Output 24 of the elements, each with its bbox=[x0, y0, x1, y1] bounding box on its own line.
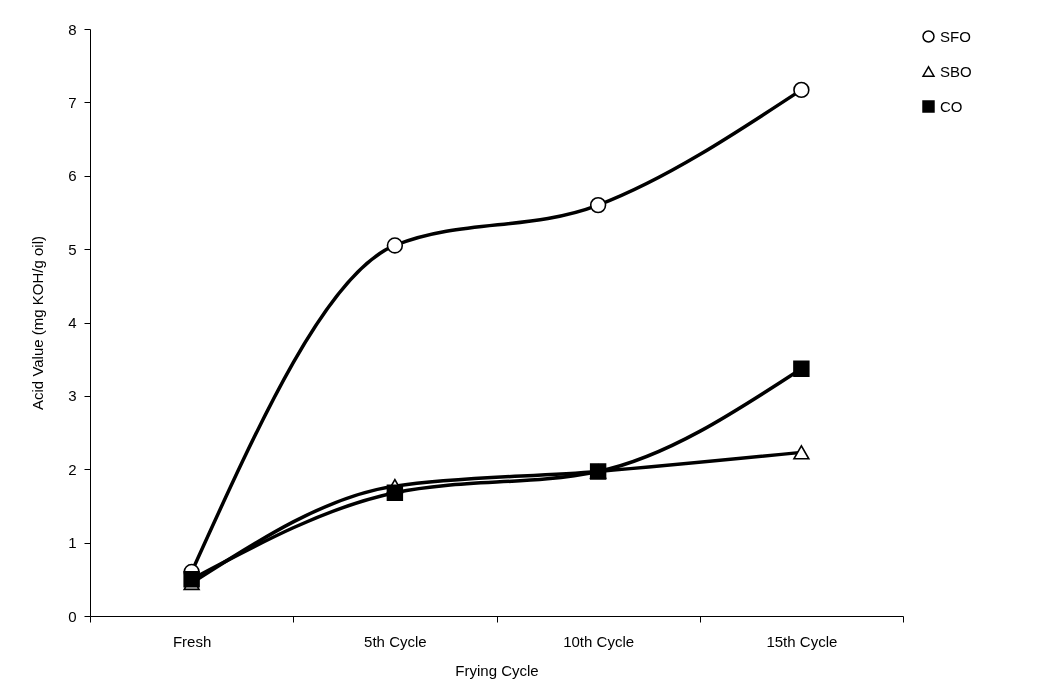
y-tick-label: 1 bbox=[68, 534, 77, 552]
y-tick-label: 6 bbox=[68, 167, 77, 185]
y-tick-label: 2 bbox=[68, 460, 77, 478]
point bbox=[386, 484, 404, 501]
y-tick-label: 8 bbox=[68, 20, 77, 38]
legend-label: CO bbox=[940, 97, 963, 115]
x-tick-label: 5th Cycle bbox=[364, 632, 427, 650]
x-tick-label: 15th Cycle bbox=[766, 632, 838, 650]
point bbox=[793, 445, 810, 460]
point bbox=[589, 196, 607, 214]
point bbox=[386, 237, 404, 254]
x-tick-label: Fresh bbox=[172, 632, 212, 650]
y-axis-title: Acid Value (mg KOH/g oil) bbox=[29, 236, 47, 410]
y-tick-label: 3 bbox=[68, 387, 77, 405]
y-tick-label: 5 bbox=[68, 240, 77, 258]
legend-label: SBO bbox=[940, 62, 972, 80]
y-tick-label: 0 bbox=[68, 607, 77, 625]
y-tick-label: 4 bbox=[68, 314, 77, 331]
legend-label: SFO bbox=[940, 27, 971, 45]
y-tick-label: 7 bbox=[68, 93, 77, 111]
point bbox=[793, 360, 810, 377]
x-axis-title: Frying Cycle bbox=[455, 661, 539, 679]
x-tick-label: 10th Cycle bbox=[563, 632, 635, 650]
point bbox=[793, 81, 810, 99]
